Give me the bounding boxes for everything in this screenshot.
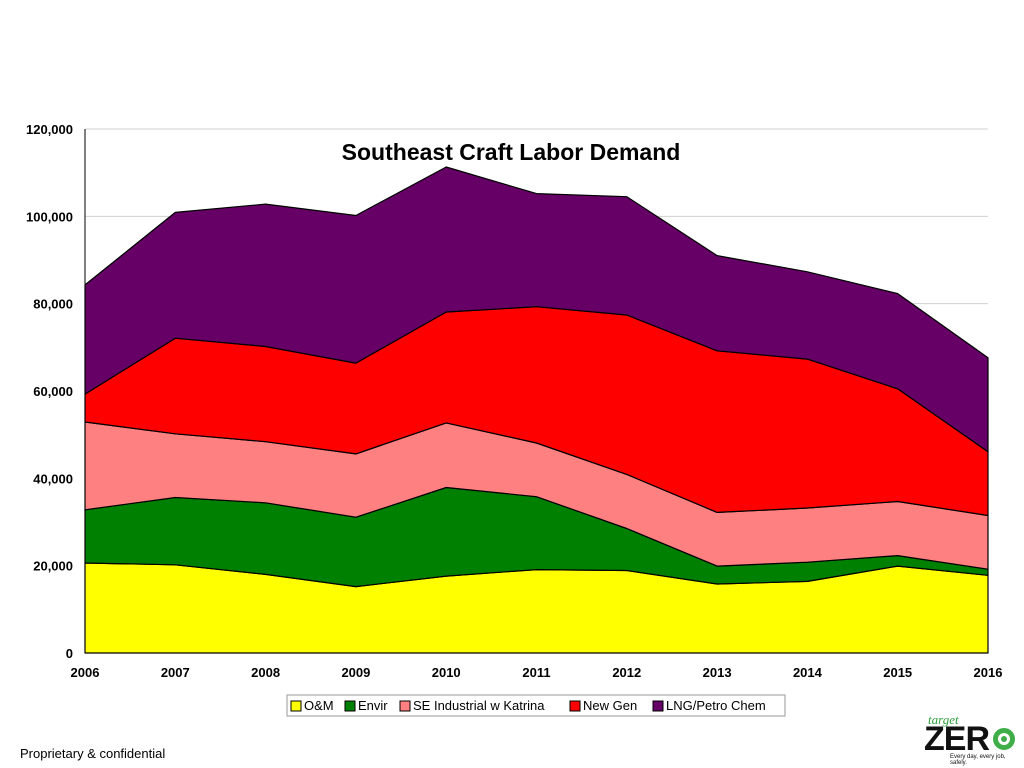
legend-label: SE Industrial w Katrina xyxy=(413,698,545,713)
legend-swatch xyxy=(569,700,581,712)
target-ring-icon xyxy=(993,728,1015,750)
axes xyxy=(84,129,988,654)
x-tick-label: 2011 xyxy=(522,665,550,680)
area-o-m xyxy=(84,562,989,654)
legend-swatch xyxy=(290,700,302,712)
x-tick-label: 2013 xyxy=(703,665,732,680)
legend-swatch xyxy=(652,700,664,712)
y-tick-label: 100,000 xyxy=(26,209,73,224)
x-tick-label: 2009 xyxy=(341,665,370,680)
logo-main-word: ZER xyxy=(924,720,990,758)
chart-title: Southeast Craft Labor Demand xyxy=(342,139,681,165)
logo-top-word: target xyxy=(928,712,959,727)
area-series xyxy=(84,166,989,654)
x-tick-label: 2008 xyxy=(251,665,280,680)
x-tick-label: 2007 xyxy=(161,665,190,680)
x-tick-labels: 2006 2007 2008 2009 2010 2011 2012 2013 2014 2015… xyxy=(71,665,1003,680)
legend-swatch xyxy=(344,700,356,712)
x-tick-label: 2012 xyxy=(612,665,641,680)
logo-tagline: Every day, every job, safely. xyxy=(950,754,1006,766)
y-tick-label: 40,000 xyxy=(33,471,73,486)
footer-note: Proprietary & confidential xyxy=(20,746,166,761)
legend-label: Envir xyxy=(358,698,388,713)
y-tick-label: 0 xyxy=(66,646,73,661)
legend-swatch xyxy=(399,700,411,712)
y-tick-label: 60,000 xyxy=(33,384,73,399)
x-tick-label: 2016 xyxy=(974,665,1003,680)
y-tick-label: 120,000 xyxy=(26,122,73,137)
x-tick-label: 2014 xyxy=(793,665,823,680)
y-tick-labels: 0 20,000 40,000 60,000 80,000 100,000 120,000 xyxy=(26,122,73,661)
legend-label: LNG/Petro Chem xyxy=(666,698,766,713)
y-tick-label: 80,000 xyxy=(33,297,73,312)
y-tick-label: 20,000 xyxy=(33,559,73,574)
x-tick-label: 2010 xyxy=(432,665,461,680)
legend: O&M Envir SE Industrial w Katrina New Gen LN… xyxy=(286,694,786,717)
x-tick-label: 2006 xyxy=(71,665,100,680)
x-tick-label: 2015 xyxy=(883,665,912,680)
legend-label: O&M xyxy=(304,698,334,713)
area-lng-petro-chem xyxy=(84,166,989,453)
legend-label: New Gen xyxy=(583,698,637,713)
target-zero-logo: target ZER Every day, every job, safely. xyxy=(920,712,1020,768)
